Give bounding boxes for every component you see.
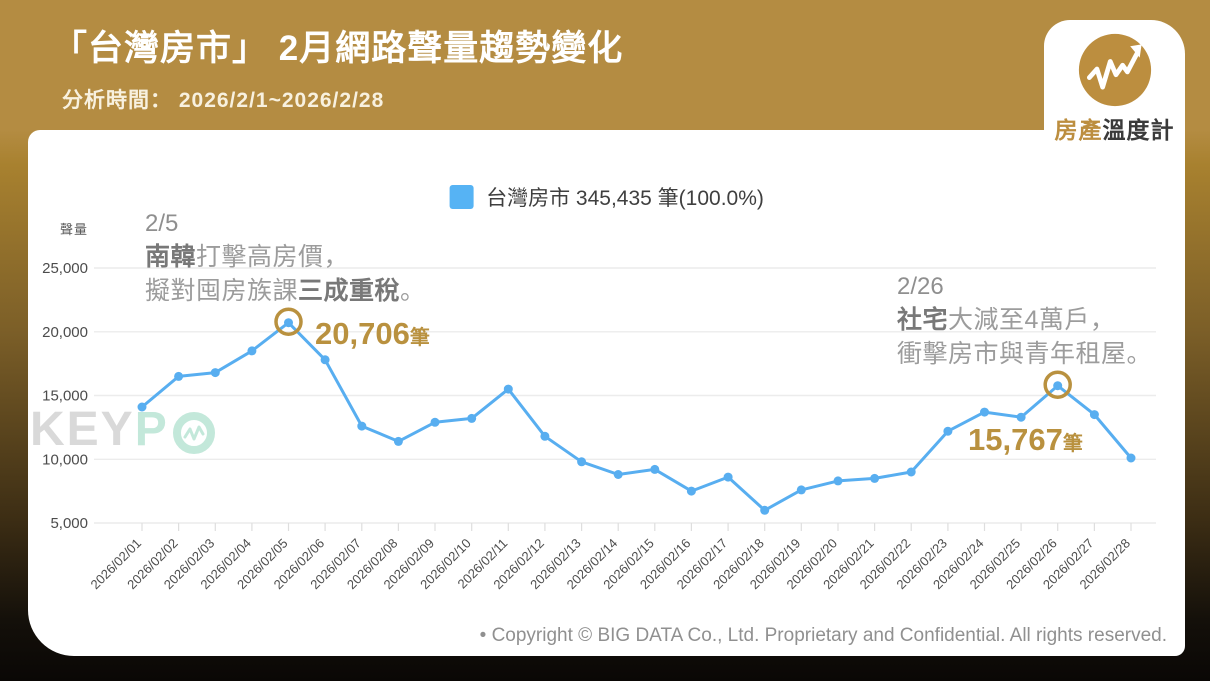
- brand-name-part1: 房產: [1054, 117, 1103, 143]
- peak-value-feb5: 20,706筆: [315, 316, 430, 352]
- annotation-feb5-bold1: 南韓: [145, 243, 197, 271]
- analysis-period: 分析時間： 2026/2/1~2026/2/28: [62, 89, 385, 112]
- watermark-o-icon: [172, 411, 215, 454]
- annotation-feb26-pre2: 衝擊房市與青年租屋: [897, 340, 1127, 368]
- annotation-feb26-date: 2/26: [897, 273, 944, 300]
- svg-text:25,000: 25,000: [42, 260, 88, 277]
- annotation-feb26-rest1: 大減至4萬戶，: [948, 306, 1116, 334]
- annotation-feb5-date: 2/5: [145, 210, 179, 237]
- copyright-notice: • Copyright © BIG DATA Co., Ltd. Proprie…: [479, 625, 1167, 646]
- annotation-feb5: 2/5 南韓打擊高房價， 擬對囤房族課三成重稅。: [145, 208, 426, 308]
- brand-logo: 房產溫度計: [1044, 20, 1185, 160]
- peak-value-feb5-number: 20,706: [315, 316, 410, 351]
- annotation-feb5-text: 南韓打擊高房價， 擬對囤房族課三成重稅。: [145, 240, 426, 308]
- svg-text:聲量: 聲量: [60, 222, 88, 237]
- annotation-feb26-bold1: 社宅: [897, 306, 949, 334]
- svg-text:10,000: 10,000: [42, 451, 88, 468]
- peak-value-feb5-unit: 筆: [409, 327, 430, 349]
- annotation-feb5-rest1: 打擊高房價，: [196, 243, 350, 271]
- brand-name: 房產溫度計: [1055, 111, 1175, 145]
- annotation-feb5-post2: 。: [400, 277, 426, 305]
- chart-legend: 台灣房市 345,435 筆(100.0%): [449, 182, 764, 212]
- svg-text:5,000: 5,000: [50, 515, 88, 532]
- peak-value-feb26-number: 15,767: [968, 422, 1063, 457]
- legend-label: 台灣房市 345,435 筆(100.0%): [486, 187, 764, 210]
- brand-name-part2: 溫度計: [1102, 117, 1175, 143]
- svg-text:20,000: 20,000: [42, 324, 88, 341]
- chart-card: KEY P 25,000 20,000 15,000 10,000 5,000 聲量 2026…: [28, 130, 1185, 656]
- legend-swatch: [449, 185, 474, 209]
- annotation-feb26: 2/26 社宅大減至4萬戶， 衝擊房市與青年租屋。: [897, 271, 1152, 371]
- annotation-feb26-post2: 。: [1126, 340, 1153, 368]
- watermark-text-gray: KEY: [30, 403, 135, 456]
- trend-line-icon: [1078, 33, 1151, 107]
- annotation-feb5-pre2: 擬對囤房族課: [145, 277, 299, 305]
- keypo-watermark: KEY P: [30, 402, 217, 457]
- svg-text:15,000: 15,000: [42, 388, 88, 405]
- peak-value-feb26-unit: 筆: [1062, 433, 1083, 455]
- watermark-text-teal: P: [134, 403, 169, 456]
- trend-chart: 25,00020,00015,00010,0005,000聲量2026/02/0…: [42, 222, 1156, 592]
- page-title: 「台灣房市」 2月網路聲量趨勢變化: [52, 29, 624, 68]
- header-banner: 「台灣房市」 2月網路聲量趨勢變化 分析時間： 2026/2/1~2026/2/…: [0, 0, 1210, 130]
- annotation-feb5-bold2: 三成重稅: [298, 277, 401, 305]
- annotation-feb26-text: 社宅大減至4萬戶， 衝擊房市與青年租屋。: [897, 303, 1152, 371]
- peak-value-feb26: 15,767筆: [968, 422, 1083, 458]
